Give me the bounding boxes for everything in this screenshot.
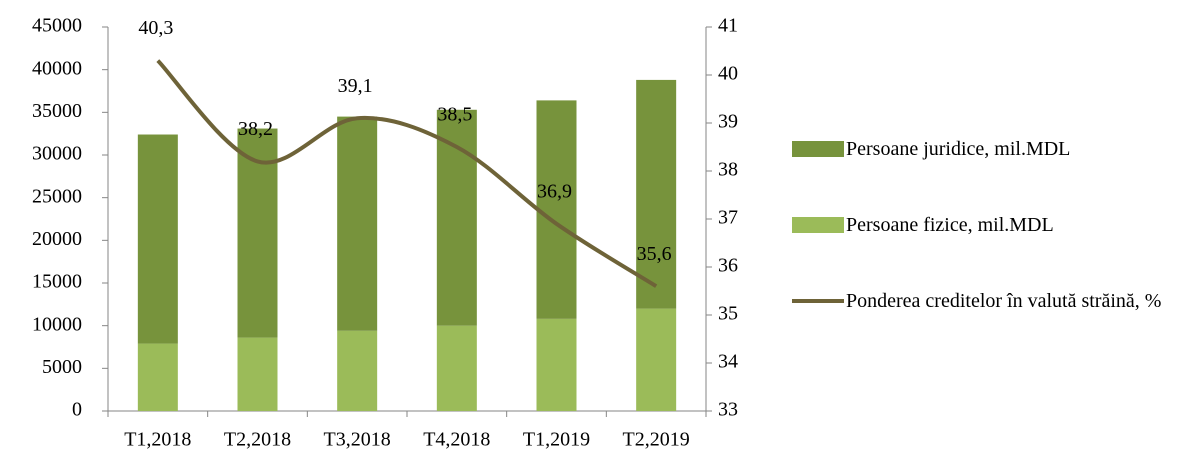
- y-tick-label: 10000: [32, 313, 82, 335]
- bar: [337, 116, 378, 331]
- legend-item: Persoane fizice, mil.MDL: [792, 204, 1177, 280]
- y2-tick-label: 36: [718, 255, 738, 277]
- legend-swatch: [792, 217, 844, 233]
- bar: [137, 134, 178, 344]
- y-tick-label: 25000: [32, 185, 82, 207]
- data-label: 38,2: [238, 118, 273, 140]
- data-label: 40,3: [138, 17, 173, 39]
- bar: [636, 308, 677, 411]
- y-tick-label: 30000: [32, 143, 82, 165]
- y2-tick-label: 40: [718, 63, 738, 85]
- bar: [636, 79, 677, 309]
- bar: [237, 337, 278, 411]
- x-tick-label: T1,2019: [523, 429, 590, 451]
- x-tick-label: T1,2018: [124, 429, 191, 451]
- x-tick-label: T2,2019: [623, 429, 690, 451]
- bar: [337, 330, 378, 411]
- y2-tick-label: 35: [718, 303, 738, 325]
- y2-tick-label: 39: [718, 111, 738, 133]
- x-tick-label: T2,2018: [224, 429, 291, 451]
- y2-tick-label: 41: [718, 15, 738, 37]
- y-tick-label: 45000: [32, 15, 82, 37]
- y2-tick-label: 34: [718, 351, 738, 373]
- legend-label: Persoane fizice, mil.MDL: [846, 214, 1054, 236]
- legend-label: Ponderea creditelor în valută străină, %: [846, 290, 1162, 312]
- y2-tick-label: 37: [718, 207, 738, 229]
- y2-tick-label: 33: [718, 399, 738, 421]
- data-label: 39,1: [338, 75, 373, 97]
- legend-item: Persoane juridice, mil.MDL: [792, 128, 1177, 204]
- bar: [137, 343, 178, 411]
- x-tick-label: T3,2018: [324, 429, 391, 451]
- y-tick-label: 15000: [32, 271, 82, 293]
- x-tick-label: T4,2018: [423, 429, 490, 451]
- y-tick-label: 5000: [42, 356, 82, 378]
- legend: Persoane juridice, mil.MDL Persoane fizic…: [792, 128, 1177, 356]
- legend-item: Ponderea creditelor în valută străină, %: [792, 280, 1177, 356]
- data-label: 35,6: [637, 243, 672, 265]
- y-tick-label: 20000: [32, 228, 82, 250]
- legend-label: Persoane juridice, mil.MDL: [846, 138, 1071, 160]
- line: [156, 59, 658, 288]
- y2-tick-label: 38: [718, 159, 738, 181]
- y-tick-label: 40000: [32, 57, 82, 79]
- legend-swatch: [792, 141, 844, 157]
- y-tick-label: 35000: [32, 100, 82, 122]
- data-label: 38,5: [437, 104, 472, 126]
- legend-swatch: [792, 299, 844, 303]
- bar: [436, 109, 477, 326]
- data-label: 36,9: [537, 180, 572, 202]
- bar: [536, 318, 577, 411]
- bar: [436, 325, 477, 411]
- bar: [536, 100, 577, 319]
- y-tick-label: 0: [72, 399, 82, 421]
